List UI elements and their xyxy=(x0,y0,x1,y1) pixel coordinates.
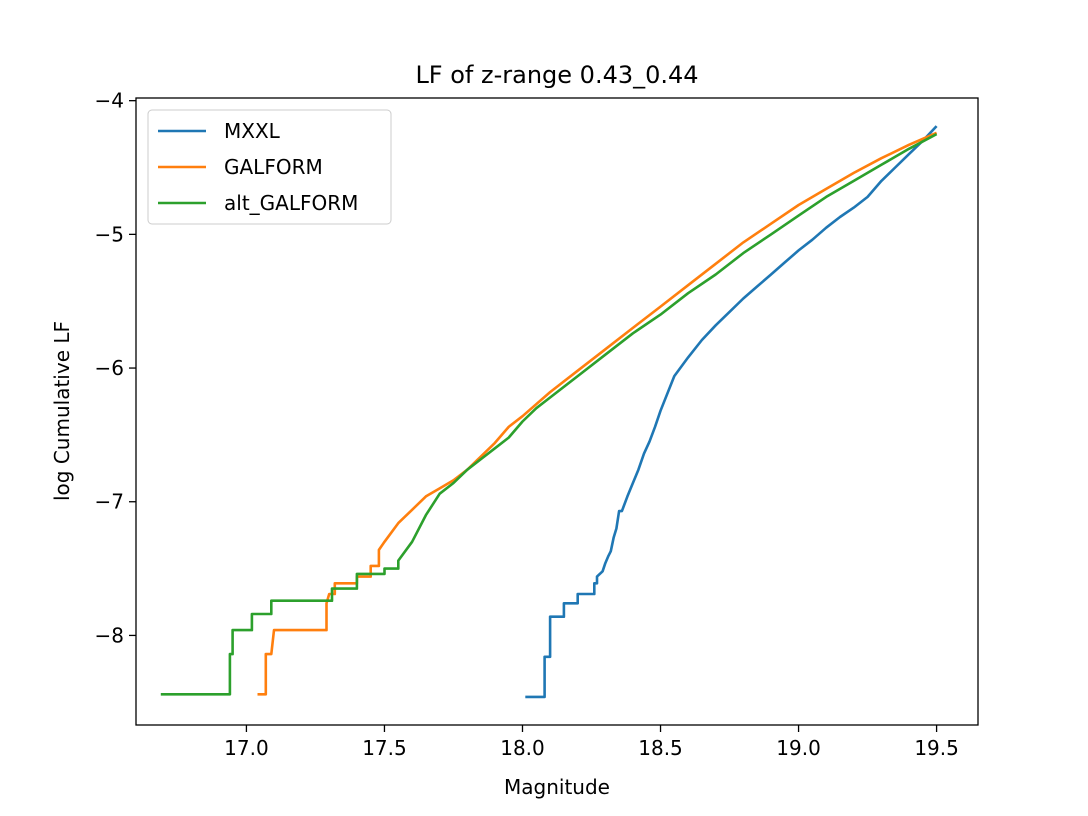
plot-frame xyxy=(135,97,979,726)
x-tick-label: 17.5 xyxy=(362,736,407,760)
y-tick-label: −5 xyxy=(95,222,124,246)
y-axis-label: log Cumulative LF xyxy=(50,321,74,501)
legend-label-mxxl: MXXL xyxy=(224,119,281,143)
legend-label-galform: GALFORM xyxy=(224,155,323,179)
legend-label-alt-galform: alt_GALFORM xyxy=(224,191,358,215)
x-axis: 17.0 17.5 18.0 18.5 19.0 19.5 xyxy=(224,725,959,760)
y-tick-label: −4 xyxy=(95,89,124,113)
legend: MXXL GALFORM alt_GALFORM xyxy=(147,109,392,225)
y-axis: −8 −7 −6 −5 −4 xyxy=(95,89,136,647)
plot-lines xyxy=(160,125,938,699)
y-tick-label: −8 xyxy=(95,623,124,647)
x-tick-label: 19.5 xyxy=(914,736,959,760)
y-tick-label: −7 xyxy=(95,490,124,514)
chart-title: LF of z-range 0.43_0.44 xyxy=(415,61,698,89)
x-tick-label: 18.5 xyxy=(638,736,683,760)
series-line-alt-galform xyxy=(160,132,938,696)
y-tick-label: −6 xyxy=(95,356,124,380)
x-tick-label: 18.0 xyxy=(500,736,545,760)
series-line-mxxl xyxy=(525,125,938,699)
x-tick-label: 19.0 xyxy=(776,736,821,760)
x-axis-label: Magnitude xyxy=(504,775,610,799)
legend-box xyxy=(147,109,392,225)
x-tick-label: 17.0 xyxy=(224,736,269,760)
